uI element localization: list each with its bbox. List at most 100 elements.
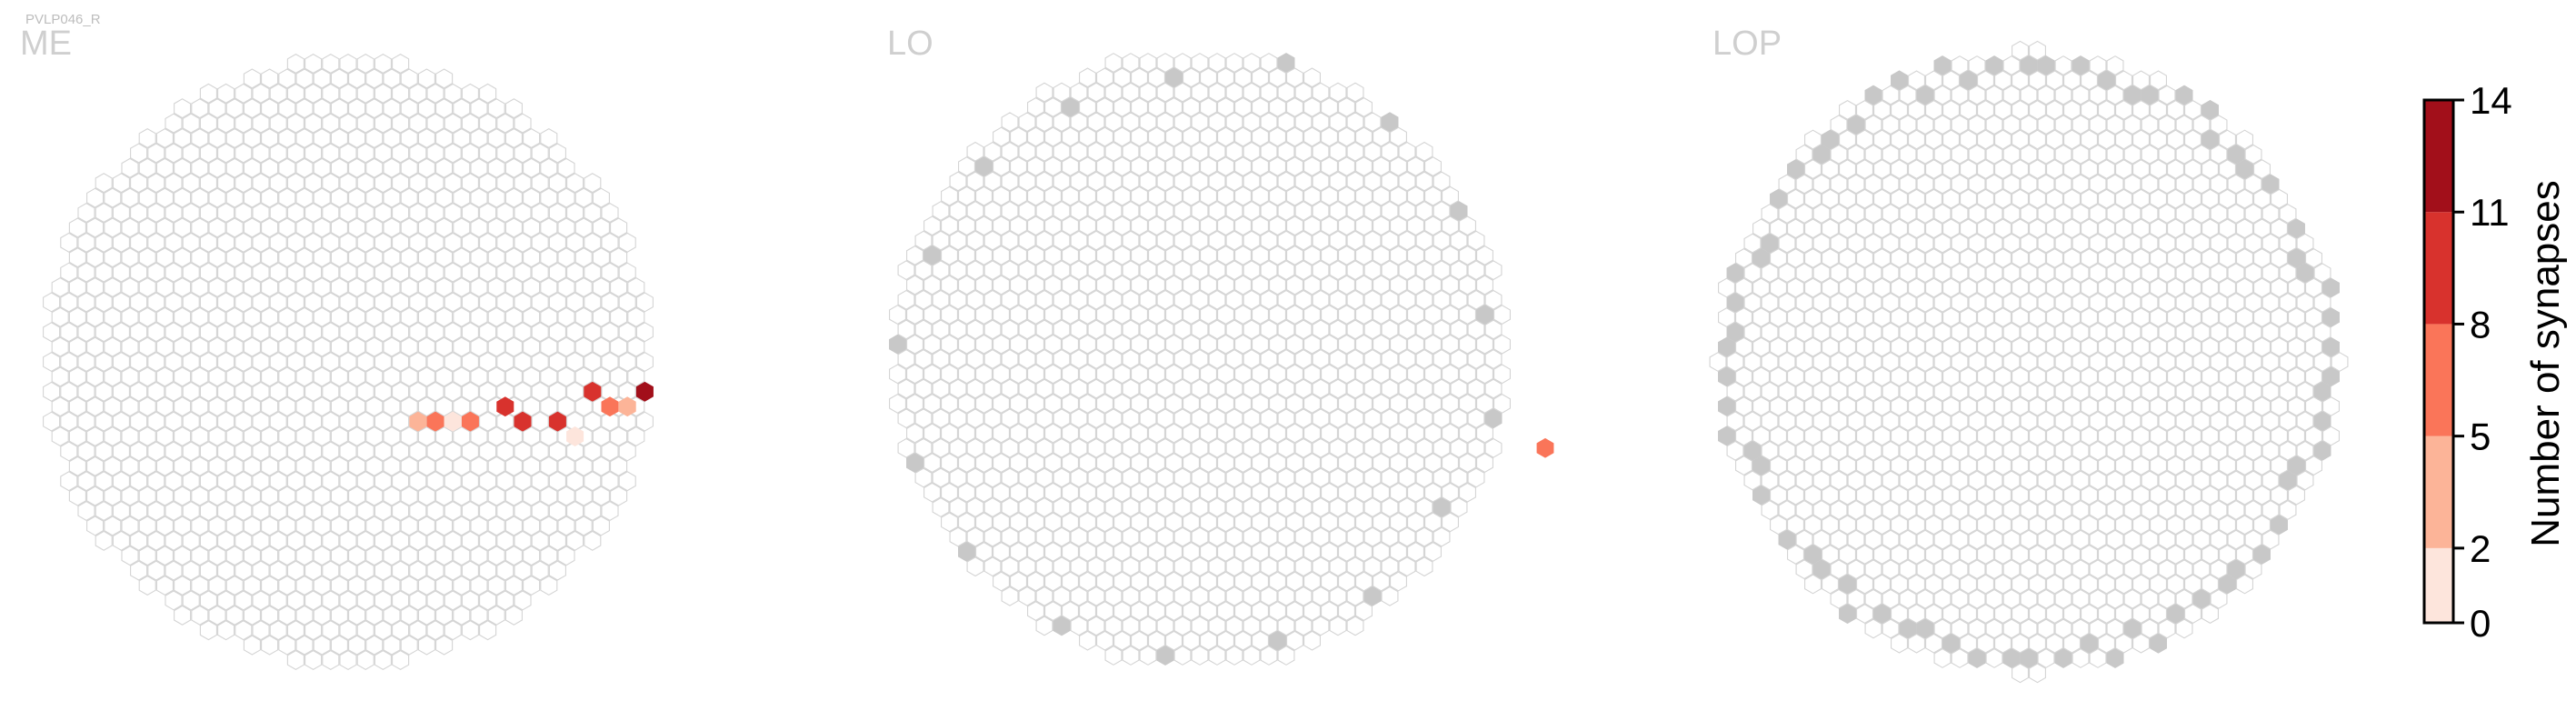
hex-column <box>1338 601 1355 622</box>
hex-column <box>1338 423 1355 444</box>
hex-column <box>1113 185 1131 206</box>
hex-column <box>1830 440 1848 461</box>
hex-column <box>217 560 235 581</box>
hex-column <box>531 351 549 373</box>
hex-column <box>2271 485 2288 506</box>
hex-column <box>1260 349 1278 369</box>
hex-column <box>1113 156 1131 177</box>
hex-column <box>2184 366 2202 387</box>
hex-column <box>1795 174 1813 195</box>
hex-column <box>1899 292 1917 313</box>
hex-column <box>1217 275 1234 295</box>
hex-column <box>392 471 410 492</box>
hex-column <box>1822 485 1839 506</box>
hex-column <box>199 471 217 492</box>
hex-column <box>1122 289 1140 310</box>
hex-column <box>2029 159 2046 180</box>
hex-column <box>2132 247 2150 268</box>
hex-column <box>1916 381 1934 402</box>
hex-column <box>392 113 410 134</box>
hex-no-data <box>1156 646 1174 666</box>
hex-column <box>2106 352 2124 372</box>
hex-column <box>1303 393 1321 414</box>
hex-column <box>2020 233 2038 254</box>
hex-column <box>1977 218 1994 239</box>
hex-column <box>1847 440 1865 461</box>
hex-column <box>627 366 645 387</box>
hex-column <box>286 381 305 402</box>
hex-column <box>1234 96 1252 117</box>
hex-column <box>1847 529 1865 550</box>
hex-column <box>1882 529 1900 550</box>
hex-synapse-count <box>548 411 566 432</box>
hex-no-data <box>889 334 906 355</box>
hex-column <box>1933 204 1952 224</box>
hex-column <box>2184 159 2202 180</box>
hex-column <box>174 157 192 178</box>
hex-column <box>1303 630 1321 651</box>
hex-column <box>2236 188 2253 209</box>
hex-column <box>1312 289 1330 310</box>
hex-column <box>2261 263 2280 284</box>
hex-column <box>1942 188 1960 209</box>
hex-column <box>2046 277 2063 298</box>
hex-column <box>400 575 418 596</box>
hex-column <box>2141 204 2159 224</box>
hex-column <box>2158 381 2176 402</box>
hex-column <box>2132 604 2150 625</box>
hex-column <box>1173 112 1192 133</box>
hex-column <box>217 322 235 343</box>
hex-column <box>1001 586 1019 606</box>
hex-column <box>1484 378 1503 399</box>
hex-column <box>174 486 192 506</box>
hex-column <box>1977 159 1994 180</box>
hex-column <box>1830 263 1848 284</box>
hex-column <box>1942 247 1960 268</box>
hex-column <box>1079 512 1096 533</box>
hex-column <box>1442 512 1459 533</box>
hex-column <box>286 292 305 313</box>
hex-column <box>1467 230 1485 251</box>
hex-column <box>348 456 366 476</box>
hex-column <box>1804 218 1822 239</box>
hex-column <box>444 530 462 551</box>
hex-column <box>1208 616 1226 636</box>
hex-column <box>1442 453 1459 474</box>
hex-column <box>601 292 619 313</box>
hex-column <box>68 366 86 387</box>
hex-column <box>112 202 130 224</box>
hex-column <box>1252 541 1269 562</box>
hex-column <box>1459 423 1476 444</box>
hex-column <box>348 157 366 178</box>
hex-column <box>2253 366 2271 387</box>
hex-column <box>2210 352 2228 372</box>
hex-column <box>313 396 331 417</box>
hex-column <box>1908 456 1925 476</box>
hex-column <box>2081 456 2098 476</box>
hex-column <box>417 157 435 178</box>
hex-column <box>165 113 183 134</box>
hex-column <box>1960 574 1977 595</box>
hex-column <box>2123 292 2142 313</box>
hex-column <box>1968 55 1986 75</box>
hex-column <box>2253 218 2271 239</box>
hex-column <box>2296 381 2314 402</box>
hex-column <box>1960 633 1977 654</box>
hex-column <box>1882 85 1900 105</box>
hex-column <box>2002 115 2021 135</box>
hex-column <box>330 187 348 208</box>
hex-column <box>1390 245 1407 265</box>
hex-column <box>514 441 532 462</box>
hex-column <box>1062 482 1079 503</box>
hex-column <box>1424 364 1442 385</box>
hex-column <box>1269 453 1286 474</box>
hex-column <box>1787 307 1804 328</box>
hex-column <box>1062 334 1079 355</box>
hex-column <box>1977 366 1994 387</box>
hex-column <box>374 53 392 75</box>
hex-column <box>1286 334 1303 355</box>
hex-column <box>1355 571 1373 592</box>
hex-column <box>1113 275 1131 295</box>
hex-column <box>1839 188 1856 209</box>
hex-column <box>897 437 915 458</box>
